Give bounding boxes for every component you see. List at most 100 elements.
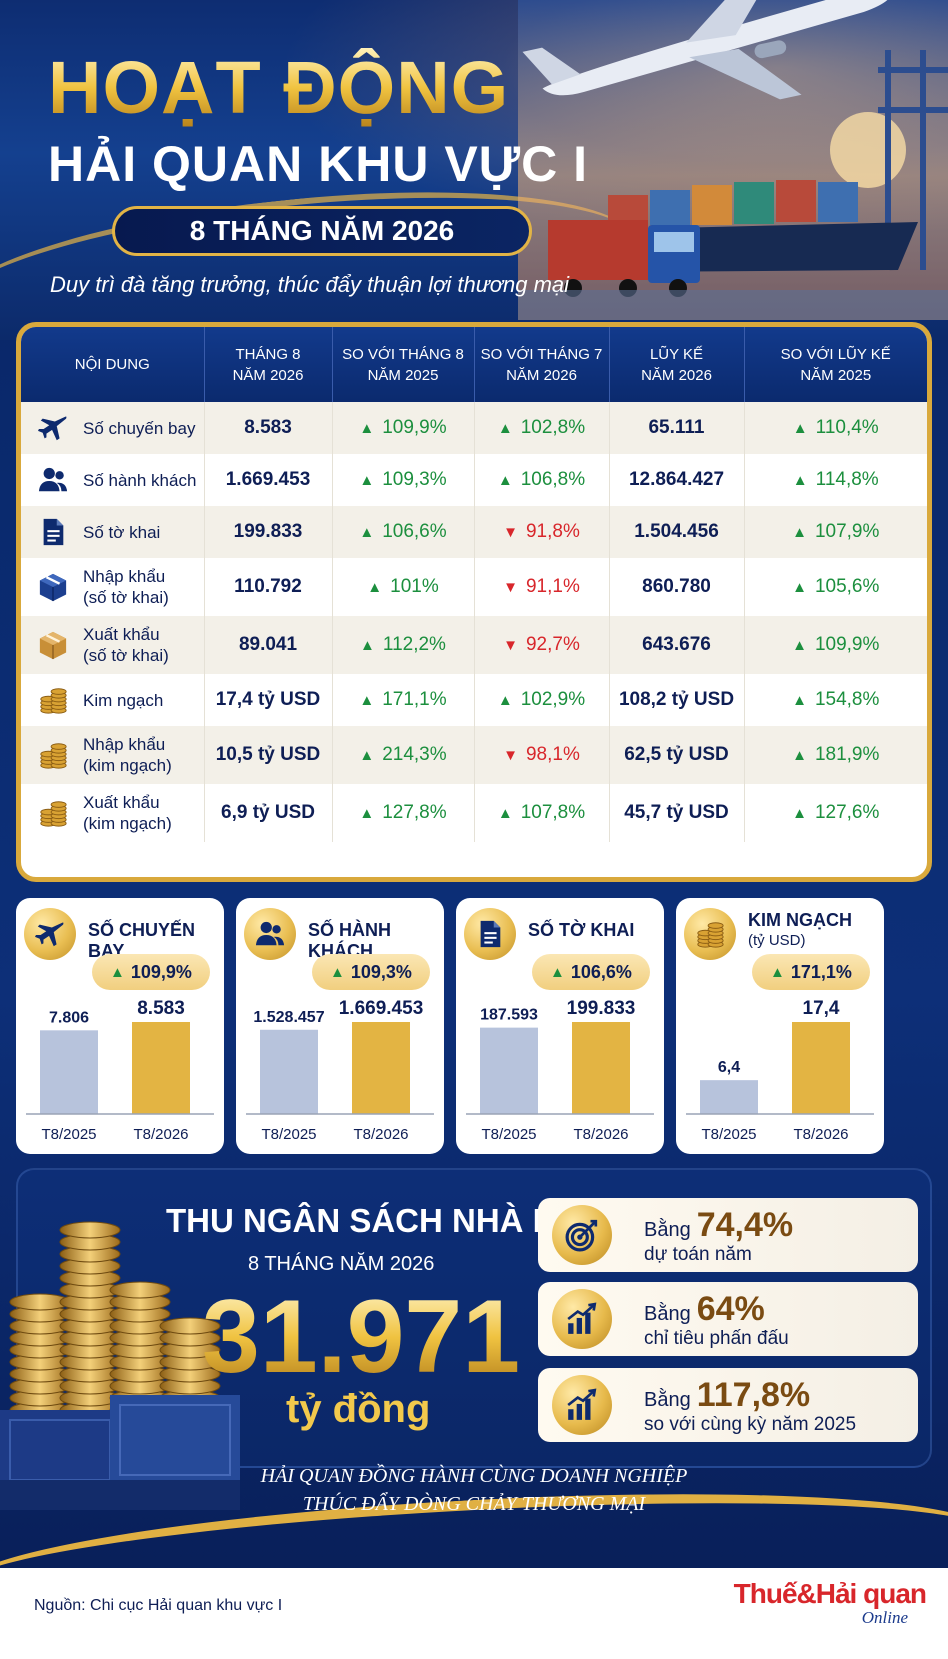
bar-chart: 187.593 T8/2025 199.833 T8/2026 [466, 998, 654, 1143]
category-label: T8/2026 [133, 1126, 188, 1143]
row-label: Số chuyến bay [83, 418, 196, 438]
logistics-scene-illustration [518, 0, 948, 320]
col-header: SO VỚI THÁNG 7 NĂM 2026 [474, 327, 610, 402]
triangle-up-icon: ▲ [792, 692, 807, 709]
category-label: T8/2026 [573, 1126, 628, 1143]
cumulative-value: 108,2 tỷ USD [609, 674, 745, 726]
percent-cell: ▲ 154,8% [744, 674, 927, 726]
month-value: 110.792 [204, 558, 333, 616]
cumulative-value: 1.504.456 [609, 506, 745, 558]
slogan: HẢI QUAN ĐỒNG HÀNH CÙNG DOANH NGHIỆP THÚ… [0, 1462, 948, 1542]
subtitle: Duy trì đà tăng trưởng, thúc đẩy thuận l… [50, 272, 570, 297]
row-label: Kim ngạch [83, 690, 164, 710]
growth-chart-icon [552, 1375, 612, 1435]
triangle-up-icon: ▲ [367, 579, 383, 596]
percent-cell: ▲ 102,9% [474, 674, 610, 726]
triangle-up-icon: ▲ [792, 579, 807, 596]
bar [132, 1022, 190, 1114]
data-label: 199.833 [567, 998, 636, 1019]
percent-cell: ▲ 171,1% [332, 674, 475, 726]
comparison-card: SỐ HÀNH KHÁCH ▲ 109,3% 1.528.457 T8/2025 1.66… [236, 898, 444, 1154]
stat-prefix: Bằng [644, 1303, 691, 1325]
percent-cell: ▼ 91,8% [474, 506, 610, 558]
hero-banner: HOẠT ĐỘNG HẢI QUAN KHU VỰC I 8 THÁNG NĂM… [0, 0, 948, 340]
bar-chart: 6,4 T8/2025 17,4 T8/2026 [686, 998, 874, 1143]
triangle-up-icon: ▲ [792, 524, 807, 541]
table-row: Xuất khẩu (kim ngạch) 6,9 tỷ USD ▲ 127,8% ▲ 10… [21, 784, 927, 842]
data-label: 187.593 [480, 1007, 538, 1024]
percent-cell: ▲ 105,6% [744, 558, 927, 616]
percent-cell: ▼ 91,1% [474, 558, 610, 616]
data-label: 7.806 [49, 1009, 89, 1026]
budget-stat-card: Bằng 117,8% so với cùng kỳ năm 2025 [538, 1368, 918, 1442]
stat-desc: chỉ tiêu phấn đấu [644, 1328, 789, 1349]
category-label: T8/2025 [701, 1126, 756, 1143]
percent-cell: ▼ 98,1% [474, 726, 610, 784]
row-label: Nhập khẩu [83, 735, 166, 754]
coins-icon [37, 684, 69, 716]
triangle-up-icon: ▲ [497, 420, 513, 437]
comparison-card: SỐ TỜ KHAI ▲ 106,6% 187.593 T8/2025 199.833 T8… [456, 898, 664, 1154]
month-value: 1.669.453 [204, 454, 333, 506]
target-icon [552, 1205, 612, 1265]
percent-cell: ▲ 109,9% [332, 402, 475, 454]
bar [352, 1022, 410, 1114]
card-unit: (tỷ USD) [748, 932, 806, 949]
triangle-up-icon: ▲ [330, 963, 345, 981]
passengers-icon [244, 908, 296, 960]
triangle-up-icon: ▲ [110, 963, 125, 981]
triangle-up-icon: ▲ [792, 637, 807, 654]
growth-chart-icon [552, 1289, 612, 1349]
footer [0, 1568, 948, 1659]
month-value: 89.041 [204, 616, 333, 674]
stat-value: 117,8% [696, 1376, 811, 1414]
triangle-down-icon: ▼ [503, 637, 518, 654]
percent-cell: ▲ 106,6% [332, 506, 475, 558]
table-row: Số tờ khai 199.833 ▲ 106,6% ▼ 91,8% 1.504.456 ▲… [21, 506, 927, 558]
percent-cell: ▲ 214,3% [332, 726, 475, 784]
percent-cell: ▲ 114,8% [744, 454, 927, 506]
change-badge: ▲ 106,6% [532, 954, 650, 990]
budget-value: 31.971 [202, 1279, 521, 1395]
row-sublabel: (kim ngạch) [83, 814, 172, 833]
stat-prefix: Bằng [644, 1219, 691, 1241]
table-row: Kim ngạch 17,4 tỷ USD ▲ 171,1% ▲ 102,9% 108,2 … [21, 674, 927, 726]
publisher-logo: Thuế&Hải quan Online [734, 1578, 927, 1634]
source-note: Nguồn: Chi cục Hải quan khu vực I [34, 1597, 283, 1614]
month-value: 199.833 [204, 506, 333, 558]
coins-icon [37, 797, 69, 829]
passengers-icon [37, 464, 69, 496]
percent-cell: ▲ 102,8% [474, 402, 610, 454]
percent-cell: ▲ 127,8% [332, 784, 475, 842]
category-label: T8/2025 [261, 1126, 316, 1143]
col-header: SO VỚI THÁNG 8 NĂM 2025 [332, 327, 475, 402]
card-title: KIM NGẠCH [748, 910, 852, 930]
bar [572, 1022, 630, 1114]
period-pill: 8 THÁNG NĂM 2026 [112, 206, 532, 256]
row-sublabel: (số tờ khai) [83, 646, 169, 665]
bar-chart: 7.806 T8/2025 8.583 T8/2026 [26, 998, 214, 1143]
month-value: 10,5 tỷ USD [204, 726, 333, 784]
cumulative-value: 12.864.427 [609, 454, 745, 506]
stat-desc: dự toán năm [644, 1244, 752, 1265]
coins-containers-illustration [0, 1221, 240, 1510]
logo-sub: Online [861, 1608, 908, 1627]
percent-cell: ▲ 109,3% [332, 454, 475, 506]
data-label: 1.669.453 [339, 998, 424, 1019]
month-value: 8.583 [204, 402, 333, 454]
card-title: SỐ TỜ KHAI [528, 920, 635, 940]
slogan-line1: HẢI QUAN ĐỒNG HÀNH CÙNG DOANH NGHIỆP [260, 1465, 688, 1487]
coins-icon [684, 908, 736, 960]
triangle-up-icon: ▲ [792, 420, 808, 437]
logo-main: Thuế&Hải quan [733, 1578, 927, 1609]
label-cell: Số tờ khai [21, 506, 205, 558]
percent-cell: ▲ 101% [332, 558, 475, 616]
coin [59, 1221, 121, 1239]
triangle-down-icon: ▼ [503, 747, 518, 764]
plane-icon [24, 908, 76, 960]
budget-stat-card: Bằng 64% chỉ tiêu phấn đấu [538, 1282, 918, 1356]
cumulative-value: 62,5 tỷ USD [609, 726, 745, 784]
month-value: 17,4 tỷ USD [204, 674, 333, 726]
